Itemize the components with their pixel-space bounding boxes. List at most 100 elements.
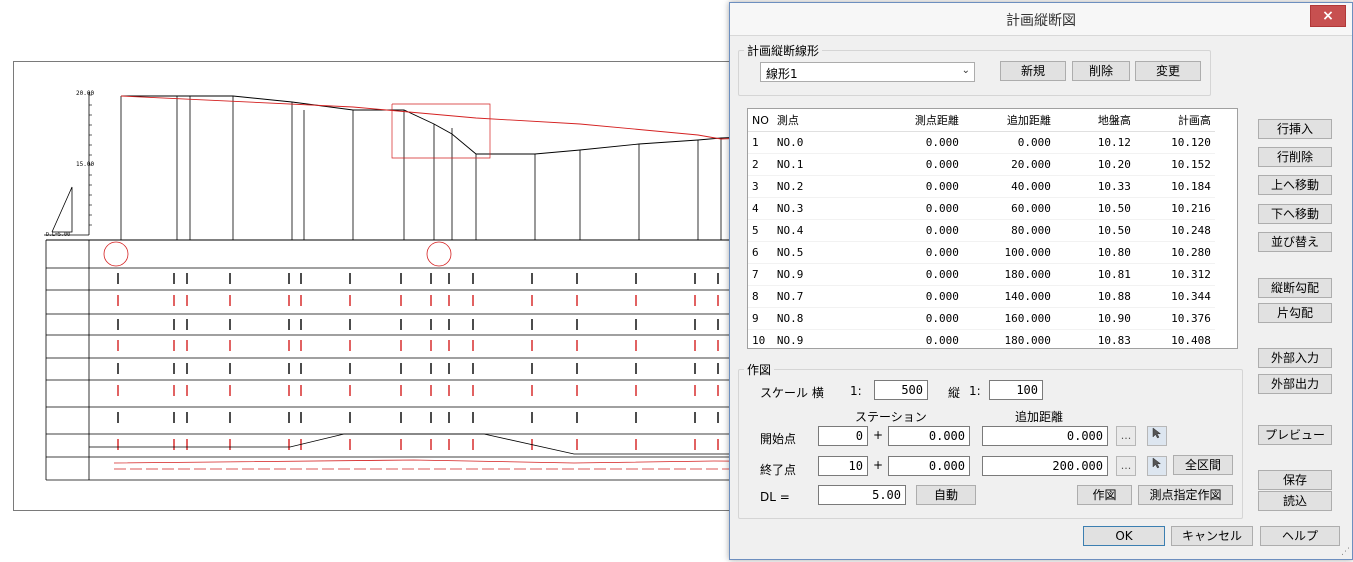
- dl-input[interactable]: 5.00: [818, 485, 906, 505]
- table-cell[interactable]: 6: [748, 241, 773, 264]
- table-cell[interactable]: 100.000: [962, 241, 1055, 264]
- column-header[interactable]: 地盤高: [1054, 109, 1135, 132]
- resize-grip-icon[interactable]: ⋰: [1341, 547, 1350, 557]
- column-header[interactable]: 追加距離: [962, 109, 1055, 132]
- column-header[interactable]: 測点: [772, 109, 871, 132]
- table-cell[interactable]: 10.80: [1054, 241, 1135, 264]
- cross-slope-button[interactable]: 片勾配: [1258, 303, 1332, 323]
- table-cell[interactable]: 10.83: [1054, 329, 1135, 348]
- end-ellipsis-button[interactable]: ...: [1116, 456, 1136, 476]
- table-cell[interactable]: 20.000: [962, 153, 1055, 176]
- table-cell[interactable]: 0.000: [870, 175, 963, 198]
- table-cell[interactable]: 160.000: [962, 307, 1055, 330]
- table-cell[interactable]: 10.280: [1134, 241, 1215, 264]
- table-row[interactable]: 4 NO.3 0.000 60.000 10.50 10.216: [748, 197, 1215, 220]
- table-cell[interactable]: 0.000: [870, 307, 963, 330]
- external-input-button[interactable]: 外部入力: [1258, 348, 1332, 368]
- table-cell[interactable]: 10.88: [1054, 285, 1135, 308]
- table-row[interactable]: 9 NO.8 0.000 160.000 10.90 10.376: [748, 307, 1215, 330]
- end-offset-input[interactable]: 0.000: [888, 456, 970, 476]
- draw-button[interactable]: 作図: [1077, 485, 1132, 505]
- table-row[interactable]: 1 NO.0 0.000 0.000 10.12 10.120: [748, 131, 1215, 154]
- table-cell[interactable]: NO.3: [772, 197, 871, 220]
- table-row[interactable]: 5 NO.4 0.000 80.000 10.50 10.248: [748, 219, 1215, 242]
- table-cell[interactable]: 10.312: [1134, 263, 1215, 286]
- table-cell[interactable]: 9: [748, 307, 773, 330]
- table-row[interactable]: 7 NO.9 0.000 180.000 10.81 10.312: [748, 263, 1215, 286]
- table-cell[interactable]: 10.12: [1054, 131, 1135, 154]
- all-range-button[interactable]: 全区間: [1173, 455, 1233, 475]
- station-table[interactable]: NO 測点 測点距離 追加距離 地盤高 計画高 1 NO.0 0.000 0.000 10.12 10…: [747, 108, 1238, 349]
- table-cell[interactable]: 0.000: [870, 263, 963, 286]
- table-cell[interactable]: NO.2: [772, 175, 871, 198]
- table-cell[interactable]: NO.9: [772, 329, 871, 348]
- table-cell[interactable]: 10.81: [1054, 263, 1135, 286]
- preview-button[interactable]: プレビュー: [1258, 425, 1332, 445]
- table-cell[interactable]: 0.000: [870, 329, 963, 348]
- table-cell[interactable]: NO.8: [772, 307, 871, 330]
- change-alignment-button[interactable]: 変更: [1135, 61, 1201, 81]
- table-cell[interactable]: 10.216: [1134, 197, 1215, 220]
- table-cell[interactable]: 180.000: [962, 263, 1055, 286]
- table-cell[interactable]: 10.248: [1134, 219, 1215, 242]
- start-station-input[interactable]: 0: [818, 426, 868, 446]
- delete-row-button[interactable]: 行削除: [1258, 147, 1332, 167]
- table-cell[interactable]: 0.000: [870, 153, 963, 176]
- table-cell[interactable]: 10.50: [1054, 197, 1135, 220]
- table-cell[interactable]: 4: [748, 197, 773, 220]
- table-cell[interactable]: 0.000: [870, 197, 963, 220]
- delete-alignment-button[interactable]: 削除: [1072, 61, 1130, 81]
- table-cell[interactable]: NO.4: [772, 219, 871, 242]
- table-cell[interactable]: 3: [748, 175, 773, 198]
- table-cell[interactable]: 140.000: [962, 285, 1055, 308]
- new-alignment-button[interactable]: 新規: [1000, 61, 1066, 81]
- end-station-input[interactable]: 10: [818, 456, 868, 476]
- table-cell[interactable]: 60.000: [962, 197, 1055, 220]
- save-button[interactable]: 保存: [1258, 470, 1332, 490]
- table-cell[interactable]: 180.000: [962, 329, 1055, 348]
- table-cell[interactable]: 80.000: [962, 219, 1055, 242]
- table-cell[interactable]: 0.000: [870, 219, 963, 242]
- external-output-button[interactable]: 外部出力: [1258, 374, 1332, 394]
- table-row[interactable]: 6 NO.5 0.000 100.000 10.80 10.280: [748, 241, 1215, 264]
- table-cell[interactable]: 1: [748, 131, 773, 154]
- help-button[interactable]: ヘルプ: [1260, 526, 1340, 546]
- table-cell[interactable]: 10.50: [1054, 219, 1135, 242]
- table-cell[interactable]: NO.9: [772, 263, 871, 286]
- table-cell[interactable]: 10.408: [1134, 329, 1215, 348]
- column-header[interactable]: 計画高: [1134, 109, 1215, 132]
- sort-button[interactable]: 並び替え: [1258, 232, 1332, 252]
- table-cell[interactable]: 10: [748, 329, 773, 348]
- table-cell[interactable]: 10.33: [1054, 175, 1135, 198]
- scale-horizontal-input[interactable]: 500: [874, 380, 928, 400]
- table-row[interactable]: 8 NO.7 0.000 140.000 10.88 10.344: [748, 285, 1215, 308]
- table-cell[interactable]: NO.0: [772, 131, 871, 154]
- move-down-button[interactable]: 下へ移動: [1258, 204, 1332, 224]
- start-offset-input[interactable]: 0.000: [888, 426, 970, 446]
- table-cell[interactable]: 10.344: [1134, 285, 1215, 308]
- table-cell[interactable]: 0.000: [962, 131, 1055, 154]
- table-cell[interactable]: NO.7: [772, 285, 871, 308]
- column-header[interactable]: NO: [748, 109, 773, 132]
- load-button[interactable]: 読込: [1258, 491, 1332, 511]
- close-icon[interactable]: ×: [1310, 5, 1346, 27]
- table-row[interactable]: 10 NO.9 0.000 180.000 10.83 10.408: [748, 329, 1215, 348]
- move-up-button[interactable]: 上へ移動: [1258, 175, 1332, 195]
- insert-row-button[interactable]: 行挿入: [1258, 119, 1332, 139]
- table-cell[interactable]: 40.000: [962, 175, 1055, 198]
- end-add-distance-input[interactable]: 200.000: [982, 456, 1108, 476]
- table-cell[interactable]: 0.000: [870, 285, 963, 308]
- end-pick-cursor-icon[interactable]: [1147, 456, 1167, 476]
- table-cell[interactable]: 8: [748, 285, 773, 308]
- start-add-distance-input[interactable]: 0.000: [982, 426, 1108, 446]
- auto-dl-button[interactable]: 自動: [916, 485, 976, 505]
- alignment-select[interactable]: 線形1 ⌄: [760, 62, 975, 82]
- table-cell[interactable]: 7: [748, 263, 773, 286]
- ok-button[interactable]: OK: [1083, 526, 1165, 546]
- table-cell[interactable]: 10.120: [1134, 131, 1215, 154]
- start-pick-cursor-icon[interactable]: [1147, 426, 1167, 446]
- table-cell[interactable]: NO.1: [772, 153, 871, 176]
- table-row[interactable]: 3 NO.2 0.000 40.000 10.33 10.184: [748, 175, 1215, 198]
- start-ellipsis-button[interactable]: ...: [1116, 426, 1136, 446]
- table-cell[interactable]: 0.000: [870, 241, 963, 264]
